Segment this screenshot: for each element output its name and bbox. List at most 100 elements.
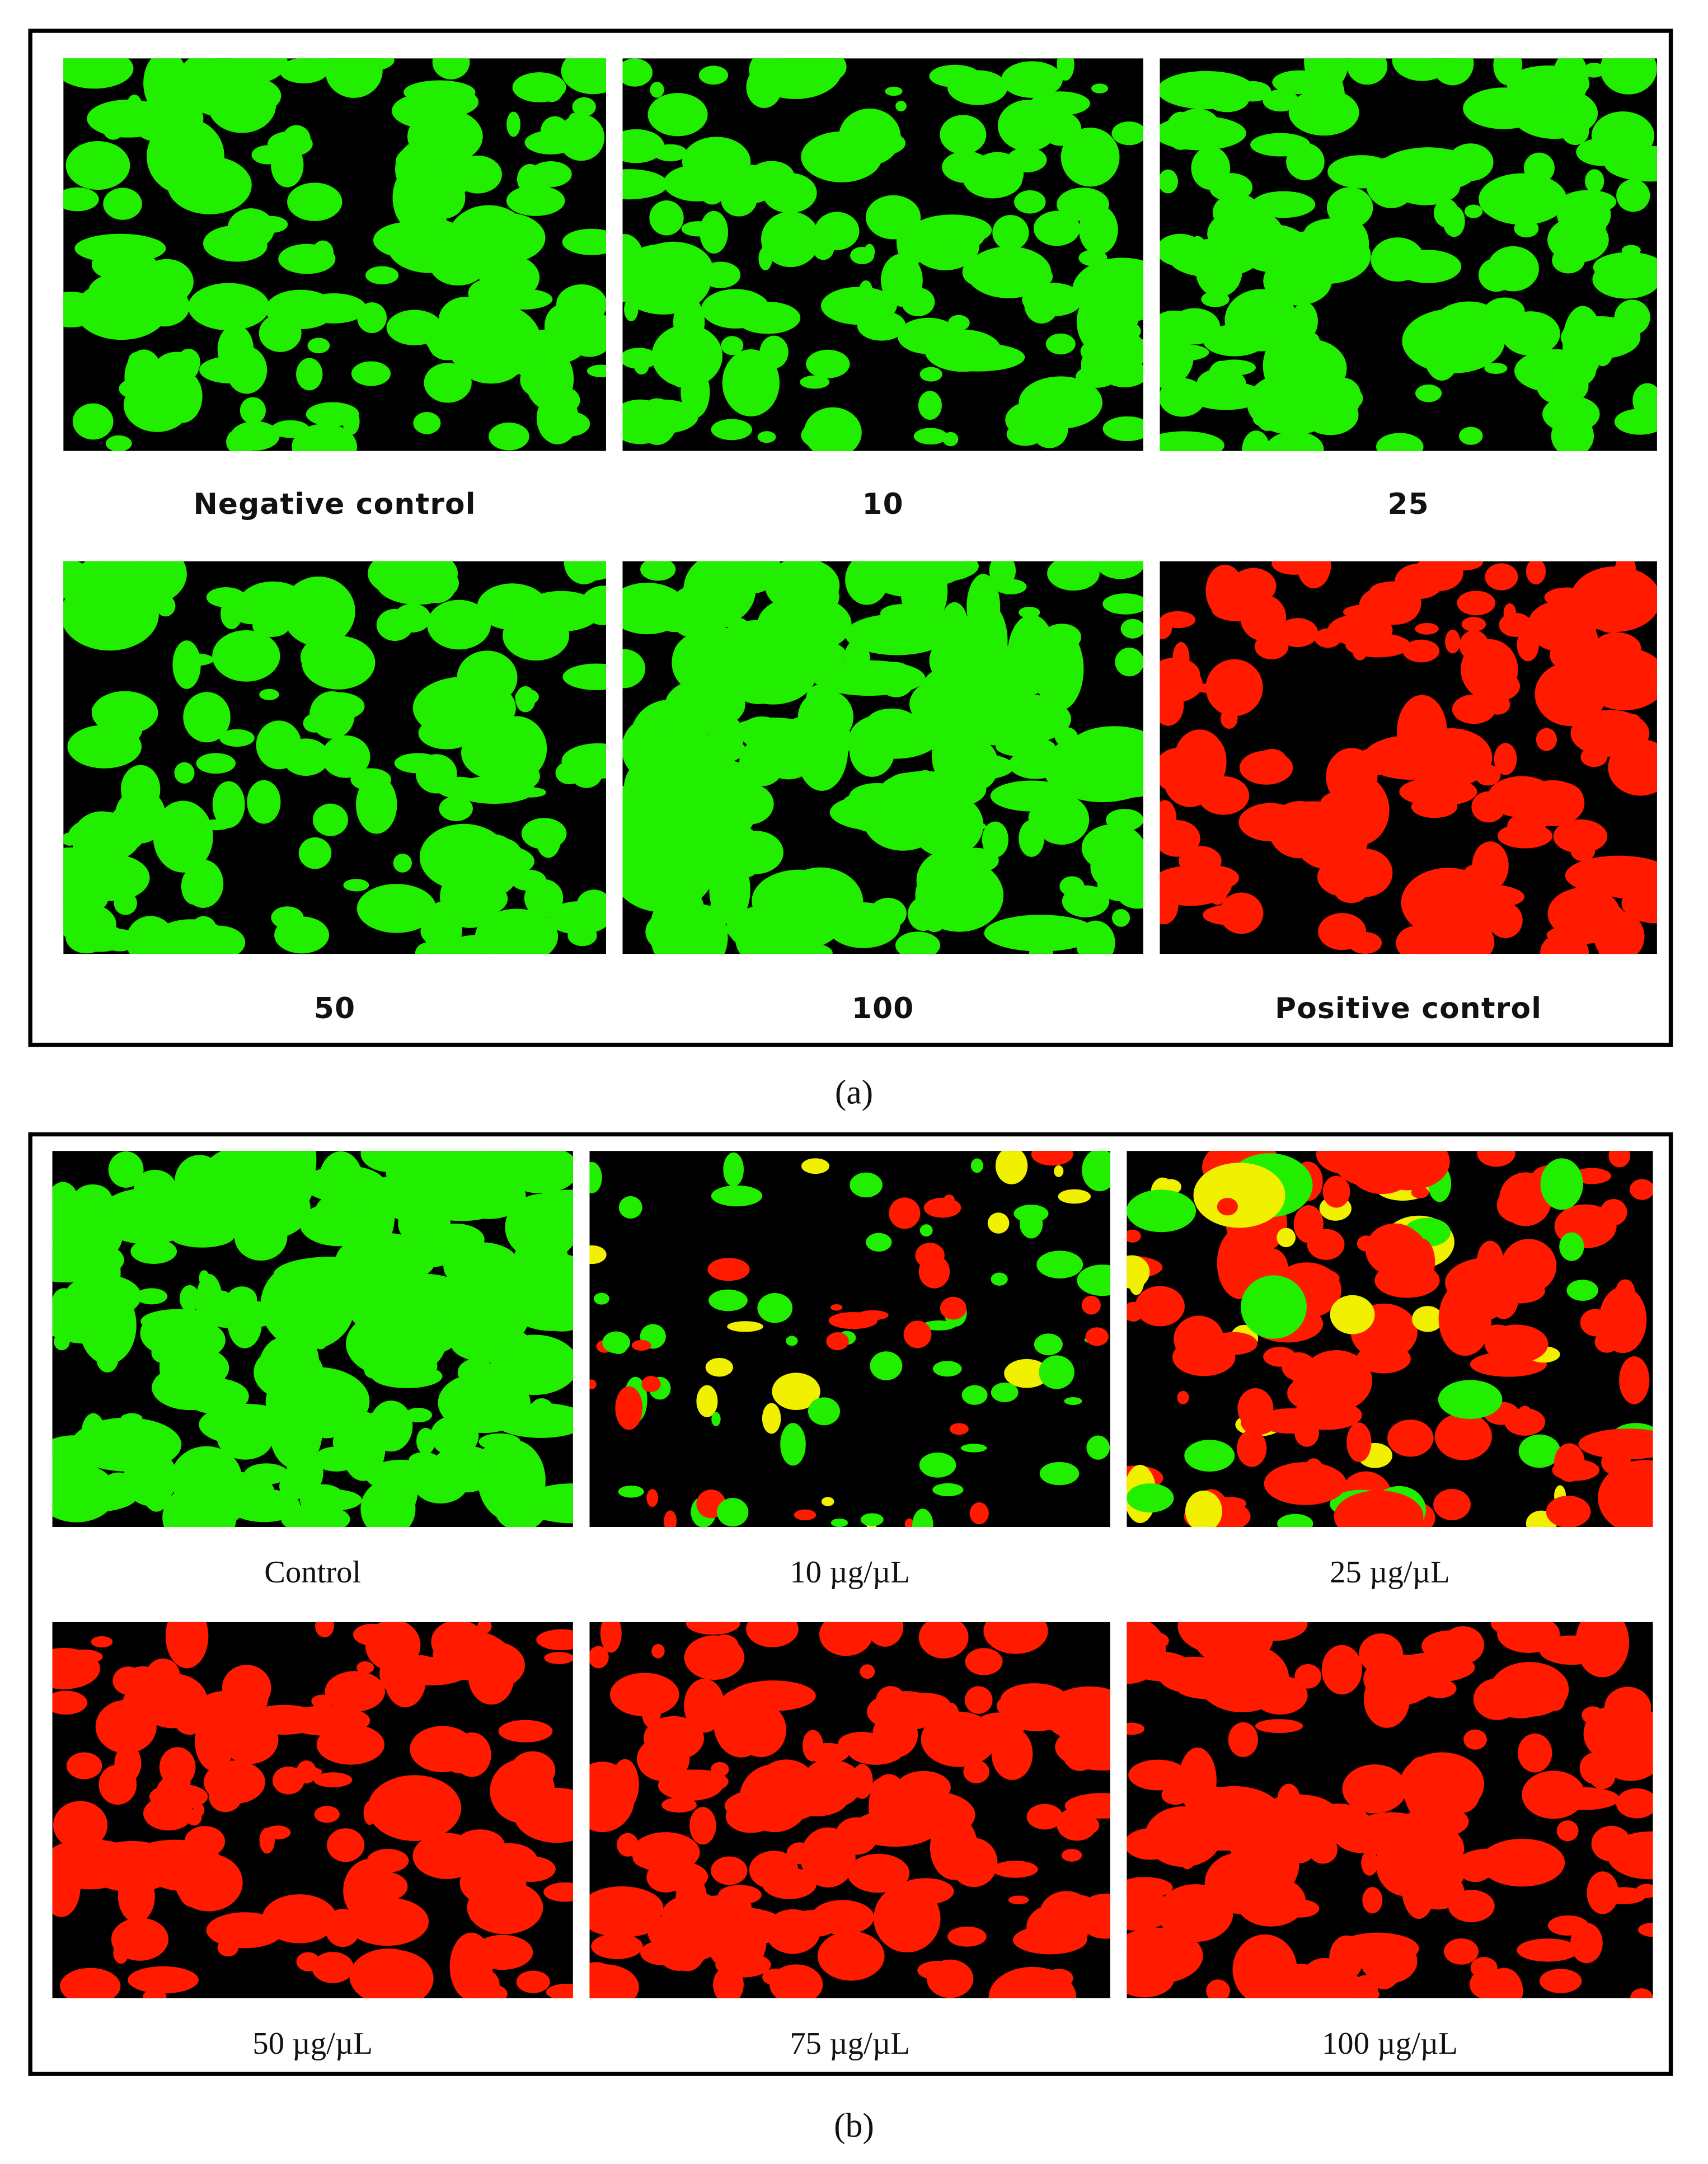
cell xyxy=(848,130,906,157)
cell xyxy=(732,717,814,743)
cell xyxy=(1160,611,1196,629)
cell xyxy=(897,1878,954,1905)
cell xyxy=(71,1417,182,1472)
cell xyxy=(103,188,142,220)
cell xyxy=(919,1224,933,1237)
cell xyxy=(287,182,342,221)
cell xyxy=(1343,1151,1421,1195)
cell xyxy=(96,1346,119,1373)
cell xyxy=(439,796,473,821)
cell xyxy=(896,1770,951,1804)
cell xyxy=(489,422,529,451)
cell xyxy=(686,1622,740,1635)
cell xyxy=(1475,658,1490,671)
cell xyxy=(191,1839,218,1876)
cell xyxy=(991,1727,1033,1780)
cell xyxy=(1082,561,1141,573)
cell xyxy=(921,228,951,251)
cell xyxy=(826,1332,849,1351)
cell xyxy=(1376,433,1424,451)
cell xyxy=(312,240,334,265)
cell xyxy=(1264,1462,1347,1505)
micrograph xyxy=(1160,58,1657,451)
image-label: Negative control xyxy=(193,488,476,521)
cell xyxy=(821,1497,834,1506)
cell xyxy=(658,1769,723,1801)
cell xyxy=(432,58,470,79)
cell xyxy=(65,921,107,954)
cell xyxy=(1585,169,1604,193)
cell xyxy=(543,1882,573,1902)
cell xyxy=(393,603,431,633)
cell xyxy=(1102,416,1143,442)
cell xyxy=(177,349,200,376)
cell xyxy=(942,1731,988,1762)
cell xyxy=(412,1833,481,1879)
cell xyxy=(1185,1490,1222,1527)
cell xyxy=(1615,561,1636,588)
cell xyxy=(1297,561,1331,589)
cell xyxy=(724,783,774,825)
cell xyxy=(1064,1793,1110,1819)
cell xyxy=(1598,1460,1653,1527)
cell xyxy=(1043,732,1143,803)
cell xyxy=(1039,1462,1080,1486)
cell xyxy=(1402,639,1440,663)
cell xyxy=(1552,247,1585,274)
cell xyxy=(1343,604,1391,620)
cell xyxy=(271,906,304,929)
panel-frame xyxy=(28,29,1673,1047)
cell xyxy=(794,1509,817,1521)
cell xyxy=(1201,291,1230,307)
cell xyxy=(1004,1359,1050,1388)
cell xyxy=(569,561,606,581)
cell xyxy=(353,1623,392,1646)
cell xyxy=(105,435,132,451)
cell xyxy=(932,1361,962,1377)
cell xyxy=(702,1716,742,1730)
cell xyxy=(138,1673,208,1729)
cell xyxy=(1604,146,1657,182)
cell xyxy=(198,294,233,317)
cell xyxy=(1254,633,1289,660)
cell xyxy=(413,412,441,434)
cell xyxy=(570,757,603,788)
cell xyxy=(1346,1422,1372,1462)
cell xyxy=(940,1296,966,1320)
cell xyxy=(265,289,336,330)
cell xyxy=(917,1961,958,1980)
cell xyxy=(819,1622,873,1656)
cell xyxy=(589,1161,602,1193)
cell xyxy=(298,837,332,869)
cell xyxy=(1061,127,1120,187)
cell xyxy=(762,1403,781,1434)
cell xyxy=(1433,1489,1471,1520)
cell xyxy=(711,1185,763,1207)
cell xyxy=(1263,89,1299,112)
cell xyxy=(1559,1232,1584,1261)
cell xyxy=(1033,210,1081,246)
cell xyxy=(761,211,820,268)
cell xyxy=(1158,1656,1231,1694)
cell xyxy=(423,901,462,954)
cell xyxy=(1637,1922,1653,1937)
cell xyxy=(1589,1764,1616,1790)
cell xyxy=(1568,330,1589,362)
panel-frame xyxy=(28,1132,1673,2076)
cell xyxy=(1600,58,1657,95)
cell xyxy=(1042,624,1082,651)
cell xyxy=(797,561,827,586)
cell xyxy=(1341,864,1371,888)
cell xyxy=(1401,1850,1437,1919)
cell xyxy=(593,1292,610,1305)
cell xyxy=(182,859,224,908)
cell xyxy=(296,358,323,391)
cell xyxy=(804,1759,853,1794)
cell xyxy=(591,1933,643,1960)
cell xyxy=(1111,121,1143,146)
cell xyxy=(1517,1938,1579,1962)
cell xyxy=(850,711,941,759)
cell xyxy=(313,1772,353,1788)
cell xyxy=(1205,659,1263,716)
